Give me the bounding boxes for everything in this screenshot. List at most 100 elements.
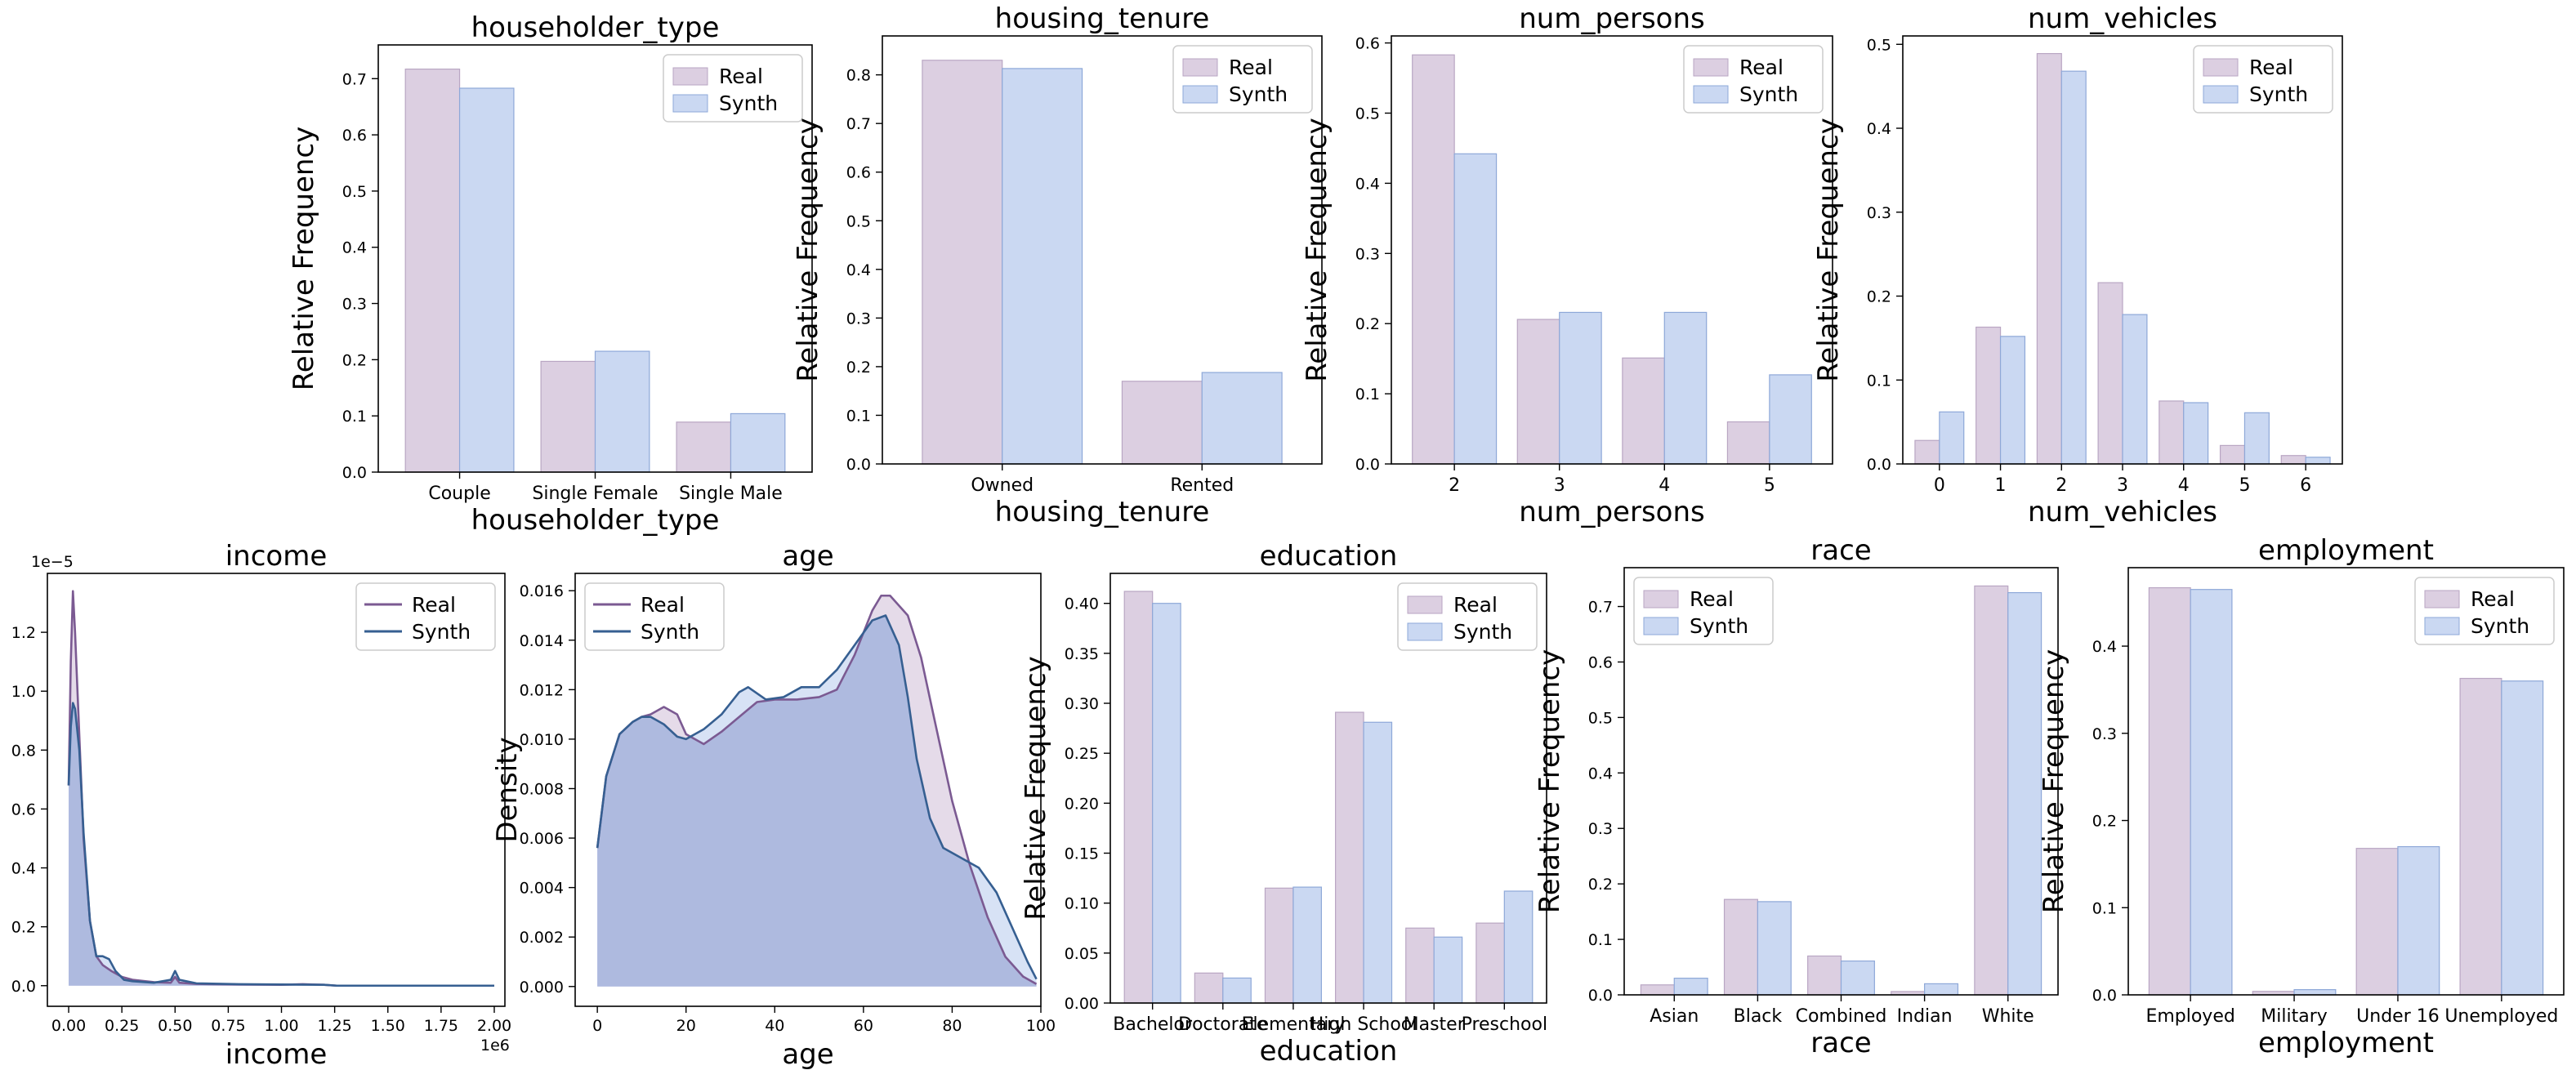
legend-swatch-synth (1643, 617, 1679, 635)
bar-synth (2305, 457, 2331, 465)
bar-synth (1002, 68, 1083, 465)
bar-synth (2397, 845, 2440, 996)
bar-real (1194, 972, 1224, 1004)
plot-frame (882, 35, 1323, 465)
chart-race: Asian Black Combined Indian White 0.0 0.1 0.2 0.… (1534, 534, 2059, 1059)
legend-label-real: Real (412, 593, 456, 617)
x-tick-label: White (1982, 1006, 2034, 1027)
y-tick-label: 0.6 (846, 164, 871, 182)
legend-swatch-real (2203, 58, 2239, 77)
y-tick-label: 1.2 (11, 624, 36, 642)
x-tick-label: 4 (2178, 475, 2190, 496)
legend-label-synth: Synth (1690, 614, 1748, 638)
x-tick-label: 1.50 (371, 1017, 405, 1035)
x-tick-label: 80 (942, 1017, 962, 1035)
legend-label-synth: Synth (719, 91, 778, 115)
y-tick-label: 0.1 (1867, 372, 1891, 390)
bar-real (2097, 282, 2123, 465)
x-tick-label: Couple (428, 484, 490, 504)
plot-frame (2127, 567, 2565, 996)
legend-label-real: Real (1229, 56, 1273, 79)
y-tick-label: 0.2 (2092, 813, 2117, 831)
legend-label-real: Real (2471, 587, 2515, 611)
chart-title: race (1810, 534, 1871, 567)
x-tick-label: 1 (1995, 475, 2007, 496)
bar-real (1974, 585, 2009, 996)
x-tick-label: Preschool (1462, 1014, 1548, 1035)
bar-real (2036, 52, 2062, 465)
plot-frame (47, 573, 506, 1007)
bar-synth (1939, 411, 1965, 465)
x-tick-label: Employed (2145, 1006, 2234, 1027)
legend-swatch-real (1407, 595, 1443, 614)
x-tick-label: 60 (854, 1017, 873, 1035)
y-tick-label: 0.40 (1065, 595, 1099, 613)
y-tick-label: 0.6 (11, 800, 36, 818)
x-tick-label: 0.75 (211, 1017, 245, 1035)
x-tick-label: 0.25 (105, 1017, 139, 1035)
y-tick-label: 0.0 (2092, 987, 2117, 1005)
chart-title: num_vehicles (2028, 2, 2217, 35)
y-tick-label: 0.1 (1355, 386, 1380, 403)
bar-synth (2007, 591, 2042, 996)
x-tick-label: 0.50 (158, 1017, 192, 1035)
x-tick-label: Combined (1796, 1006, 1887, 1027)
y-tick-label: 0.008 (520, 780, 564, 798)
legend-label-real: Real (2249, 56, 2293, 79)
y-tick-label: 0.012 (520, 681, 564, 699)
line-synth (67, 702, 494, 988)
area-synth (69, 702, 494, 986)
y-axis-label: Relative Frequency (792, 118, 824, 382)
y-axis-label: Relative Frequency (1301, 118, 1333, 382)
bar-real (2355, 848, 2399, 996)
bar-real (1412, 54, 1455, 465)
y-tick-label: 0.30 (1065, 695, 1099, 713)
legend-label-synth: Synth (1229, 82, 1288, 106)
y-tick-label: 0.0 (1355, 456, 1380, 474)
y-tick-label: 0.6 (1588, 653, 1613, 671)
x-tick-label: 1.75 (424, 1017, 458, 1035)
y-tick-label: 0.3 (1588, 820, 1613, 838)
bar-real (1726, 421, 1770, 465)
x-tick-label: Unemployed (2444, 1006, 2558, 1027)
x-tick-label: 2.00 (477, 1017, 511, 1035)
bar-real (1123, 591, 1154, 1004)
y-axis-label: Relative Frequency (288, 127, 320, 391)
bar-real (2148, 586, 2191, 996)
bar-real (1723, 898, 1758, 996)
x-tick-label: 20 (676, 1017, 696, 1035)
legend-label-synth: Synth (2249, 82, 2308, 106)
chart-title: age (782, 540, 833, 573)
x-axis-label: householder_type (471, 504, 720, 537)
plot-frame (377, 44, 813, 473)
bar-real (1914, 439, 1940, 465)
bar-synth (1503, 890, 1534, 1004)
x-offset-label: 1e6 (480, 1037, 510, 1054)
y-tick-label: 0.4 (1867, 120, 1891, 138)
legend-label-real: Real (641, 593, 685, 617)
bar-synth (1673, 978, 1708, 996)
y-tick-label: 0.1 (342, 408, 367, 426)
bar-synth (2243, 412, 2270, 465)
x-tick-label: 1.25 (317, 1017, 351, 1035)
bar-synth (2190, 589, 2233, 996)
plot-frame (574, 573, 1042, 1007)
x-tick-label: Single Female (532, 484, 658, 504)
x-tick-label: Asian (1650, 1006, 1699, 1027)
x-axis-label: num_persons (1519, 496, 1704, 528)
y-tick-label: 0.3 (846, 310, 871, 328)
y-tick-label: 0.8 (846, 67, 871, 85)
y-tick-label: 0.15 (1065, 845, 1099, 863)
x-tick-label: Rented (1170, 475, 1234, 496)
legend-swatch-real (2424, 590, 2460, 609)
y-tick-label: 0.1 (846, 407, 871, 425)
bar-synth (2183, 402, 2209, 465)
bar-real (1476, 922, 1505, 1004)
y-tick-label: 0.5 (846, 212, 871, 230)
y-tick-label: 0.05 (1065, 945, 1099, 963)
chart-num-vehicles: 0 1 2 3 4 5 60.00.10.20.30.40.5num_vehiclesnum… (1812, 2, 2343, 528)
y-tick-label: 0.0 (11, 978, 36, 996)
y-tick-label: 0.2 (1355, 315, 1380, 333)
legend-swatch-synth (2203, 85, 2239, 104)
